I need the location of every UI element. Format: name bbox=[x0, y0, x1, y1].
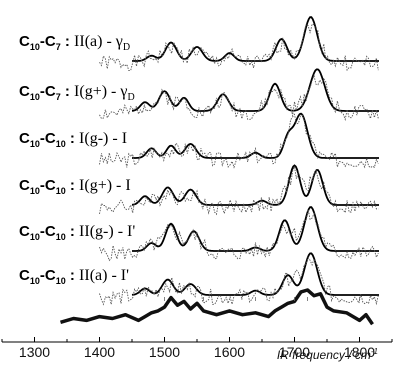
series-2-label-mid: -C bbox=[40, 83, 56, 100]
series-6-label-s2: 10 bbox=[56, 276, 66, 286]
series-3-label: C10-C10 : I(g-) - I bbox=[19, 130, 127, 149]
series-5-label-conf: II(g-) - I' bbox=[79, 223, 135, 240]
series-1-label-post: : bbox=[61, 33, 74, 50]
series-4-label-s1: 10 bbox=[30, 186, 40, 196]
series-3-label-mid: -C bbox=[40, 130, 56, 147]
series-3-label-s1: 10 bbox=[30, 139, 40, 149]
series-6-label-post: : bbox=[66, 267, 79, 284]
series-6-experimental-overlay bbox=[100, 258, 379, 305]
series-3-label-pre: C bbox=[19, 130, 30, 147]
series-2-label-conf: I(g+) - bbox=[74, 83, 120, 100]
series-2 bbox=[100, 69, 380, 119]
series-1-label: C10-C7 : II(a) - γD bbox=[19, 33, 130, 53]
series-2-label-greek: γ bbox=[119, 83, 127, 100]
series-5-label-s1: 10 bbox=[30, 232, 40, 242]
x-axis-title: IR frequency / cm-1 bbox=[277, 347, 378, 362]
x-tick-label-1400: 1400 bbox=[84, 344, 115, 360]
series-6-label-mid: -C bbox=[40, 267, 56, 284]
series-6-label-conf: II(a) - I' bbox=[79, 267, 129, 284]
series-6-label-s1: 10 bbox=[30, 276, 40, 286]
series-5 bbox=[100, 207, 380, 260]
series-4-label-pre: C bbox=[19, 177, 30, 194]
series-5-label-pre: C bbox=[19, 223, 30, 240]
series-3-experimental-overlay bbox=[100, 114, 379, 167]
series-2-experimental-overlay bbox=[100, 76, 379, 120]
series-4-experimental-overlay bbox=[100, 167, 379, 214]
series-1 bbox=[100, 17, 380, 70]
series-4-label-s2: 10 bbox=[56, 186, 66, 196]
series-3 bbox=[100, 114, 380, 168]
x-tick-label-1500: 1500 bbox=[149, 344, 180, 360]
series-4 bbox=[100, 165, 380, 214]
series-3-label-post: : bbox=[66, 130, 79, 147]
series-6 bbox=[100, 253, 380, 304]
series-2-label-gsub: D bbox=[127, 92, 134, 103]
x-tick-label-1600: 1600 bbox=[214, 344, 245, 360]
series-3-label-conf: I(g-) - I bbox=[79, 130, 127, 147]
series-1-experimental-overlay bbox=[100, 24, 379, 70]
series-5-experimental-overlay bbox=[100, 210, 379, 261]
series-4-label-mid: -C bbox=[40, 177, 56, 194]
x-axis-title-exponent: -1 bbox=[371, 347, 378, 356]
series-2-label: C10-C7 : I(g+) - γD bbox=[19, 83, 135, 103]
series-5-label-mid: -C bbox=[40, 223, 56, 240]
series-1-computed-line bbox=[132, 17, 379, 61]
series-6-label: C10-C10 : II(a) - I' bbox=[19, 267, 129, 286]
series-4-label-post: : bbox=[66, 177, 79, 194]
series-5-label-s2: 10 bbox=[56, 232, 66, 242]
series-3-label-s2: 10 bbox=[56, 139, 66, 149]
series-6-computed-line bbox=[132, 253, 379, 295]
series-2-label-pre: C bbox=[19, 83, 30, 100]
series-4-label: C10-C10 : I(g+) - I bbox=[19, 177, 131, 196]
series-2-label-s1: 10 bbox=[30, 92, 40, 102]
series-2-computed-line bbox=[132, 69, 379, 111]
series-1-label-s1: 10 bbox=[30, 42, 40, 52]
series-5-label: C10-C10 : II(g-) - I' bbox=[19, 223, 135, 242]
series-5-label-post: : bbox=[66, 223, 79, 240]
x-tick-label-1300: 1300 bbox=[19, 344, 50, 360]
series-4-computed-line bbox=[132, 165, 379, 205]
series-1-label-conf: II(a) - bbox=[74, 33, 116, 50]
series-1-label-gsub: D bbox=[123, 42, 130, 53]
series-1-label-mid: -C bbox=[40, 33, 56, 50]
series-1-label-pre: C bbox=[19, 33, 30, 50]
series-6-label-pre: C bbox=[19, 267, 30, 284]
series-2-label-post: : bbox=[61, 83, 74, 100]
series-4-label-conf: I(g+) - I bbox=[79, 177, 131, 194]
series-1-label-greek: γ bbox=[115, 33, 123, 50]
